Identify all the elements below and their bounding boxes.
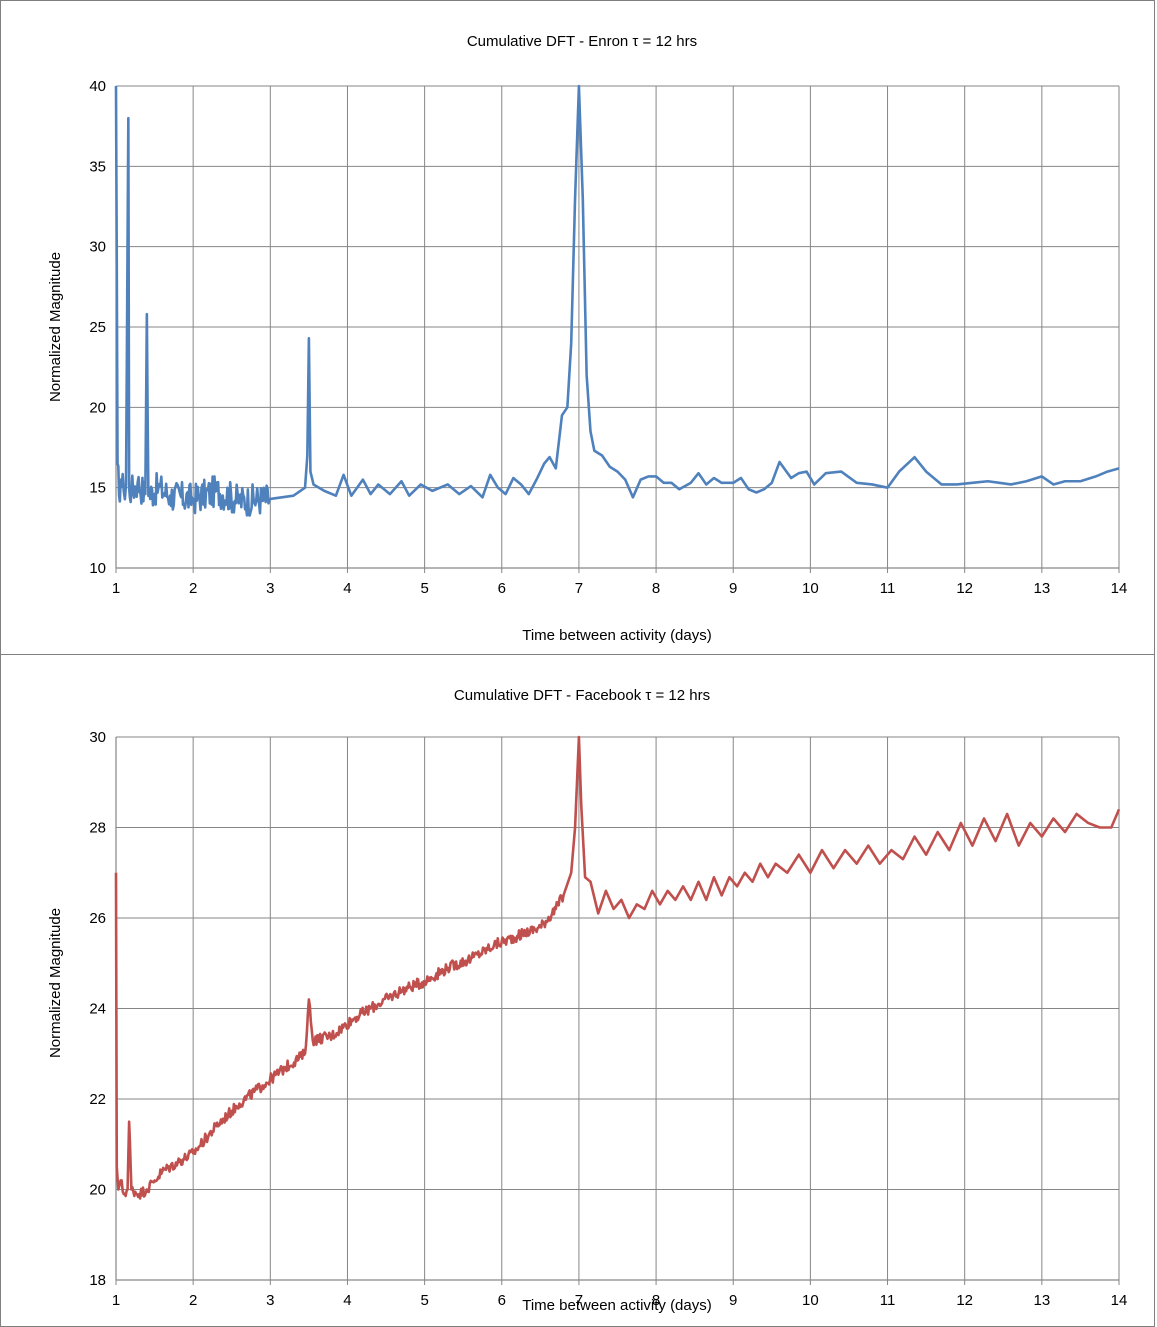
x-tick-label: 11	[880, 1292, 896, 1309]
y-tick-label: 30	[89, 239, 106, 256]
series-line	[114, 735, 1121, 1200]
x-axis-label: Time between activity (days)	[522, 1297, 712, 1314]
y-tick-label: 35	[89, 158, 106, 175]
x-tick-labels: 1 2 3 4 5 6 7 8 9 10 11 12 13 14	[112, 580, 1128, 597]
y-tick-label: 24	[89, 1001, 106, 1018]
y-axis-label: Normalized Magnitude	[47, 908, 64, 1058]
x-tick-label: 2	[189, 1292, 197, 1309]
gridlines	[115, 85, 1120, 573]
x-tick-label: 14	[1111, 1292, 1128, 1309]
y-tick-label: 28	[89, 820, 106, 837]
x-tick-label: 10	[802, 1292, 819, 1309]
y-tick-labels: 10 15 20 25 30 35 40	[89, 78, 106, 577]
data-series	[114, 84, 1120, 517]
x-tick-label: 13	[1034, 1292, 1051, 1309]
x-tick-label: 2	[189, 580, 197, 597]
chart-facebook: Cumulative DFT - Facebook τ = 12 hrs 182…	[47, 687, 1127, 1314]
x-tick-label: 1	[112, 1292, 120, 1309]
x-tick-label: 8	[652, 1292, 660, 1309]
x-tick-label: 14	[1111, 580, 1128, 597]
x-tick-label: 5	[420, 580, 428, 597]
x-tick-label: 1	[112, 580, 120, 597]
y-tick-label: 15	[89, 480, 106, 497]
y-tick-label: 18	[89, 1272, 106, 1289]
x-tick-label: 10	[802, 580, 819, 597]
y-tick-label: 26	[89, 910, 106, 927]
series-line	[114, 84, 1120, 517]
x-tick-label: 3	[266, 580, 274, 597]
x-tick-labels: 1 2 3 4 5 6 7 8 9 10 11 12 13 14	[112, 1292, 1128, 1309]
x-tick-label: 7	[575, 1292, 583, 1309]
x-tick-label: 5	[420, 1292, 428, 1309]
chart-enron: Cumulative DFT - Enron τ = 12 hrs 101520…	[47, 33, 1127, 644]
x-tick-label: 6	[498, 580, 506, 597]
x-tick-label: 9	[729, 1292, 737, 1309]
y-tick-label: 20	[89, 1182, 106, 1199]
chart-title: Cumulative DFT - Enron τ = 12 hrs	[467, 33, 697, 50]
x-tick-label: 6	[498, 1292, 506, 1309]
y-tick-label: 30	[89, 729, 106, 746]
x-tick-label: 4	[343, 1292, 351, 1309]
x-tick-label: 9	[729, 580, 737, 597]
y-tick-label: 22	[89, 1091, 106, 1108]
y-tick-labels: 18 20 22 24 26 28 30	[89, 729, 106, 1289]
y-tick-label: 40	[89, 78, 106, 95]
x-axis-label: Time between activity (days)	[522, 627, 712, 644]
y-tick-label: 10	[89, 560, 106, 577]
x-tick-label: 12	[956, 580, 973, 597]
data-series	[114, 735, 1121, 1200]
x-tick-label: 7	[575, 580, 583, 597]
chart-title: Cumulative DFT - Facebook τ = 12 hrs	[454, 687, 710, 704]
y-tick-label: 25	[89, 319, 106, 336]
y-axis-label: Normalized Magnitude	[47, 252, 64, 402]
x-tick-label: 3	[266, 1292, 274, 1309]
x-tick-label: 12	[956, 1292, 973, 1309]
x-tick-label: 4	[343, 580, 351, 597]
x-tick-label: 8	[652, 580, 660, 597]
x-tick-label: 13	[1034, 580, 1051, 597]
y-tick-label: 20	[89, 399, 106, 416]
gridlines	[115, 736, 1120, 1285]
x-tick-label: 11	[880, 580, 896, 597]
